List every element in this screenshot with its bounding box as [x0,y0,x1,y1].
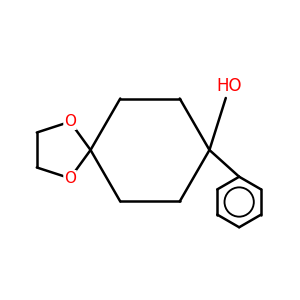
Text: O: O [64,171,76,186]
Text: O: O [64,114,76,129]
Text: HO: HO [216,77,242,95]
